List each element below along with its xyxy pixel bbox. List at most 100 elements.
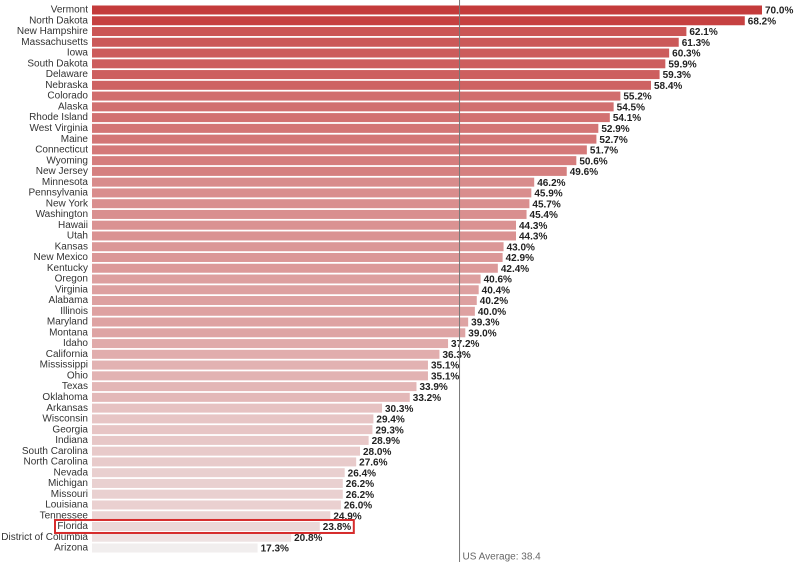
bar <box>92 339 449 349</box>
bar <box>92 156 577 166</box>
value-label: 49.6% <box>570 167 598 178</box>
bar <box>92 446 360 456</box>
bar <box>92 274 481 284</box>
bar <box>92 27 687 37</box>
bar <box>92 166 567 176</box>
bar <box>92 306 475 316</box>
value-label: 33.2% <box>413 393 441 404</box>
category-label: Maryland <box>47 317 88 328</box>
value-label: 29.4% <box>376 415 404 426</box>
category-label: Michigan <box>48 478 88 489</box>
value-label: 26.2% <box>346 479 374 490</box>
value-label: 42.9% <box>506 253 534 264</box>
bar <box>92 134 597 144</box>
bar <box>92 360 428 370</box>
value-label: 44.3% <box>519 221 547 232</box>
value-label: 39.0% <box>468 328 496 339</box>
value-label: 35.1% <box>431 371 459 382</box>
bar <box>92 285 479 295</box>
value-label: 59.9% <box>668 59 696 70</box>
category-label: North Carolina <box>24 457 89 468</box>
value-label: 52.7% <box>599 135 627 146</box>
bar <box>92 382 417 392</box>
category-label: West Virginia <box>29 123 88 134</box>
value-label: 50.6% <box>579 156 607 167</box>
value-label: 28.0% <box>363 447 391 458</box>
bar <box>92 532 292 542</box>
value-label: 29.3% <box>375 425 403 436</box>
category-label: Illinois <box>60 306 88 317</box>
category-label: Nebraska <box>45 80 88 91</box>
value-label: 28.9% <box>372 436 400 447</box>
value-label: 26.2% <box>346 490 374 501</box>
bar <box>92 231 517 241</box>
bar <box>92 317 469 327</box>
bar <box>92 543 258 553</box>
value-label: 43.0% <box>507 242 535 253</box>
category-label: North Dakota <box>29 15 88 26</box>
bar <box>92 252 503 262</box>
category-label: New Mexico <box>34 252 89 263</box>
category-label: Montana <box>49 327 88 338</box>
bar <box>92 5 762 15</box>
category-label: Kentucky <box>47 263 88 274</box>
category-label: Ohio <box>67 370 89 381</box>
value-label: 23.8% <box>323 522 351 533</box>
bar <box>92 209 527 219</box>
bar <box>92 37 679 47</box>
value-label: 33.9% <box>419 382 447 393</box>
reference-label: US Average: 38.4 <box>463 552 542 563</box>
category-label: District of Columbia <box>1 532 88 543</box>
category-label: Arizona <box>54 543 88 554</box>
category-label: Wyoming <box>46 155 88 166</box>
bar <box>92 371 428 381</box>
bar <box>92 478 343 488</box>
category-label: Florida <box>57 521 88 532</box>
category-label: Colorado <box>47 91 88 102</box>
category-label: Alabama <box>49 295 89 306</box>
category-label: Massachusetts <box>21 37 88 48</box>
bar <box>92 48 670 58</box>
bar <box>92 80 651 90</box>
category-label: Virginia <box>55 284 89 295</box>
bar <box>92 123 599 133</box>
category-label: Georgia <box>52 424 88 435</box>
bar <box>92 435 369 445</box>
bar <box>92 511 331 521</box>
category-label: New York <box>46 198 89 209</box>
category-label: Tennessee <box>40 510 89 521</box>
bar <box>92 296 477 306</box>
value-label: 40.2% <box>480 296 508 307</box>
category-label: Wisconsin <box>42 414 88 425</box>
bar <box>92 328 466 338</box>
category-label: Washington <box>36 209 88 220</box>
value-label: 40.6% <box>484 275 512 286</box>
highlight-box <box>54 518 355 534</box>
value-label: 54.1% <box>613 113 641 124</box>
category-label: Maine <box>61 134 89 145</box>
value-label: 46.2% <box>537 178 565 189</box>
value-label: 27.6% <box>359 458 387 469</box>
category-label: Kansas <box>55 241 88 252</box>
bar <box>92 263 498 273</box>
bar <box>92 468 345 478</box>
bar <box>92 59 666 69</box>
value-label: 61.3% <box>682 38 710 49</box>
category-label: Alaska <box>58 101 88 112</box>
bar <box>92 403 383 413</box>
category-label: Mississippi <box>40 360 88 371</box>
category-label: Idaho <box>63 338 88 349</box>
category-label: Nevada <box>54 467 89 478</box>
category-label: Missouri <box>51 489 88 500</box>
category-label: Pennsylvania <box>29 188 89 199</box>
category-label: Vermont <box>51 5 88 16</box>
category-label: Connecticut <box>35 145 88 156</box>
category-label: Texas <box>62 381 88 392</box>
value-label: 54.5% <box>617 102 645 113</box>
bar <box>92 91 621 101</box>
value-label: 37.2% <box>451 339 479 350</box>
value-label: 36.3% <box>442 350 470 361</box>
bar <box>92 425 373 435</box>
value-label: 40.0% <box>478 307 506 318</box>
